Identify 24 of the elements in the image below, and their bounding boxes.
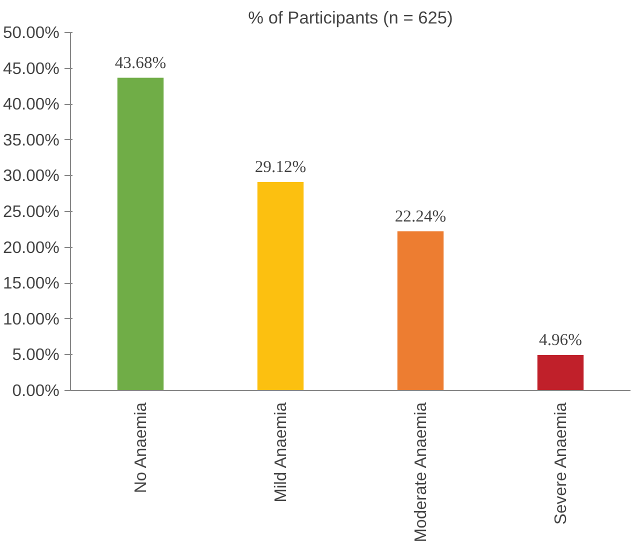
bar bbox=[537, 354, 584, 390]
y-tick-label: 40.00% bbox=[3, 94, 60, 114]
y-tick-label: 50.00% bbox=[3, 23, 60, 42]
y-tick-label: 20.00% bbox=[3, 238, 60, 257]
x-tick-label: Severe Anaemia bbox=[551, 402, 570, 525]
bar bbox=[117, 78, 164, 390]
y-tick-label: 25.00% bbox=[3, 202, 60, 221]
data-label: 43.68% bbox=[114, 52, 166, 72]
y-tick-label: 30.00% bbox=[3, 166, 60, 186]
bar bbox=[397, 231, 444, 390]
y-tick-label: 35.00% bbox=[3, 130, 60, 150]
y-tick-label: 15.00% bbox=[3, 274, 60, 293]
data-label: 22.24% bbox=[394, 206, 446, 226]
x-tick-label: Moderate Anaemia bbox=[411, 402, 430, 542]
data-label: 29.12% bbox=[254, 157, 306, 176]
data-label: 4.96% bbox=[538, 330, 582, 349]
y-tick-label: 45.00% bbox=[3, 58, 60, 78]
y-tick-label: 10.00% bbox=[3, 309, 60, 328]
bar bbox=[257, 182, 304, 390]
x-tick-label: No Anaemia bbox=[131, 402, 150, 494]
y-tick-label: 0.00% bbox=[12, 381, 60, 400]
chart-title: % of Participants (n = 625) bbox=[248, 8, 453, 28]
y-tick-label: 5.00% bbox=[12, 345, 60, 364]
x-tick-label: Mild Anaemia bbox=[271, 402, 290, 502]
